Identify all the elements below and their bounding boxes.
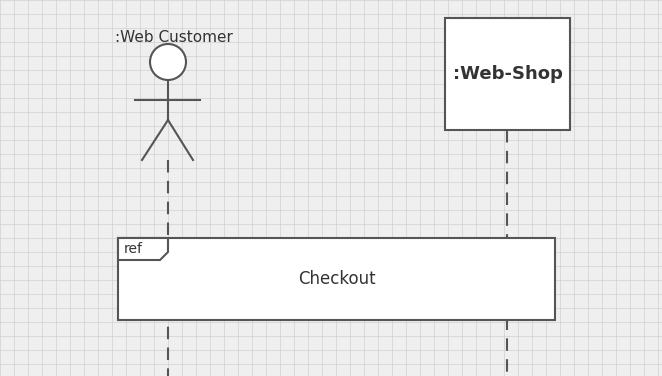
Text: ref: ref: [124, 242, 143, 256]
Polygon shape: [118, 238, 168, 260]
Text: :Web-Shop: :Web-Shop: [453, 65, 563, 83]
Circle shape: [150, 44, 186, 80]
Text: Checkout: Checkout: [298, 270, 375, 288]
Bar: [445, 18, 570, 130]
Bar: [118, 238, 555, 320]
Text: :Web Customer: :Web Customer: [115, 30, 233, 45]
